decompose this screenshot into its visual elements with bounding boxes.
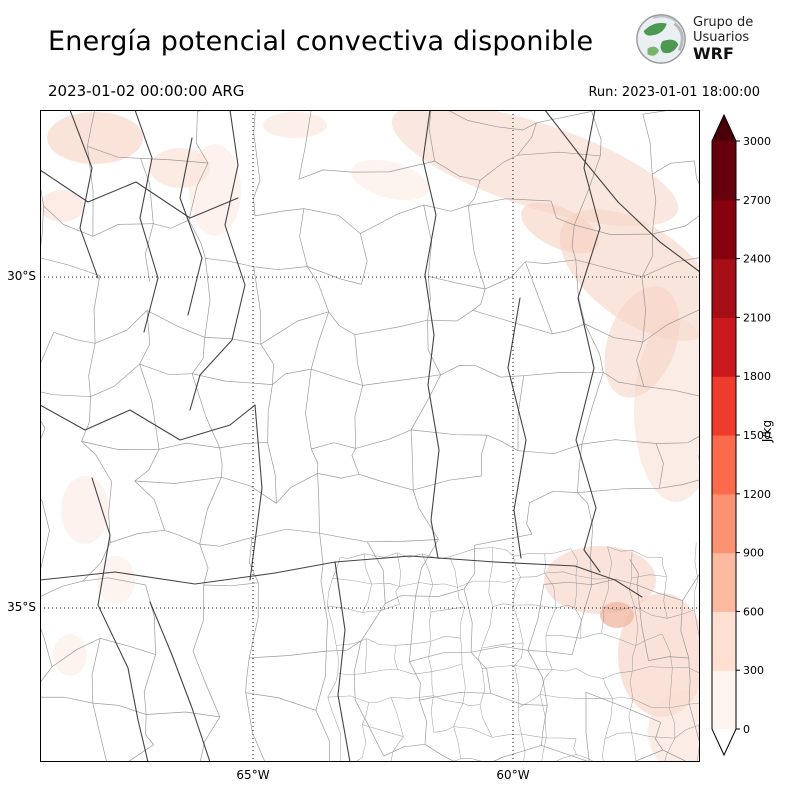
- svg-text:1500: 1500: [743, 429, 771, 442]
- valid-time-label: 2023-01-02 00:00:00 ARG: [48, 82, 245, 100]
- colorbar: 0 300 600 900 1200 1500 1800 2100 2400 2700 3000: [711, 113, 771, 757]
- svg-text:1800: 1800: [743, 370, 771, 383]
- logo-line2: Usuarios: [693, 30, 750, 45]
- logo-line1: Grupo de: [693, 15, 754, 30]
- lat-tick-35s: 35°S: [7, 600, 36, 614]
- lat-tick-30s: 30°S: [7, 269, 36, 283]
- svg-text:2400: 2400: [743, 253, 771, 266]
- svg-text:600: 600: [743, 605, 764, 618]
- lon-tick-60w: 60°W: [496, 768, 530, 782]
- wrf-globe-icon: [636, 14, 686, 64]
- svg-text:1200: 1200: [743, 488, 771, 501]
- logo-wrf-label: WRF: [693, 44, 734, 63]
- svg-text:3000: 3000: [743, 135, 771, 148]
- svg-text:900: 900: [743, 547, 764, 560]
- colorbar-unit-label: J/kg: [760, 419, 775, 443]
- svg-text:2100: 2100: [743, 311, 771, 324]
- lon-tick-65w: 65°W: [236, 768, 270, 782]
- map-canvas: [40, 110, 700, 762]
- page-title: Energía potencial convectiva disponible: [48, 26, 594, 57]
- svg-text:300: 300: [743, 664, 764, 677]
- run-time-label: Run: 2023-01-01 18:00:00: [588, 85, 760, 100]
- map-panel: [40, 110, 700, 762]
- wrf-logo: Grupo de Usuarios WRF: [634, 12, 753, 66]
- svg-text:0: 0: [743, 723, 750, 736]
- svg-text:2700: 2700: [743, 194, 771, 207]
- wrf-logo-text: Grupo de Usuarios WRF: [693, 15, 753, 63]
